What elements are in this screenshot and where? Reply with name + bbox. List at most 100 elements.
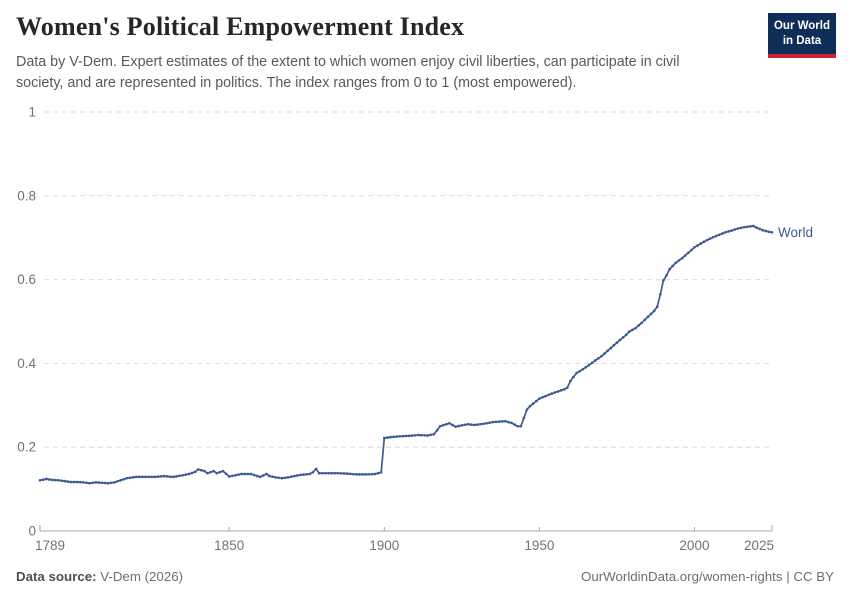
series-point [187,472,191,476]
series-point [575,371,578,375]
series-point [401,434,405,438]
series-point [196,468,200,471]
series-point [243,472,247,476]
series-point [277,476,281,480]
series-line-world [39,225,773,485]
series-point [752,224,755,228]
series-point [488,421,492,425]
y-axis-tick-label: 0.2 [17,440,36,455]
series-point [57,478,60,482]
series-point [100,481,104,485]
series-point [206,471,209,475]
series-point [82,481,85,484]
y-axis-tick-label: 0.6 [17,272,36,287]
series-point [51,478,54,482]
series-point [147,475,150,479]
chart-subtitle: Data by V-Dem. Expert estimates of the e… [16,52,736,93]
series-point [379,470,383,474]
series-point [510,421,513,425]
series-point [364,473,368,476]
series-point [677,259,681,262]
series-point [249,472,253,476]
series-point [137,475,141,479]
series-point [544,394,547,398]
series-point [265,472,268,476]
series-point [603,352,606,355]
series-point [175,475,178,478]
series-point [75,480,79,484]
series-point [565,386,569,390]
series-point [389,435,392,439]
owid-logo-line2: in Data [782,34,822,47]
series-point [286,476,290,479]
series-point [392,435,395,439]
series-point [345,472,349,475]
series-point [742,225,746,229]
series-point [494,420,498,424]
series-point [658,292,662,296]
series-point [426,434,430,437]
series-point [662,279,665,282]
series-point [227,475,231,478]
series-point [69,480,73,484]
series-point [764,229,768,233]
data-source: Data source: V-Dem (2026) [16,569,183,584]
series-point [373,472,377,476]
series-point [63,479,67,483]
series-point [441,423,445,427]
owid-logo: Our World in Data [768,13,836,58]
series-point [199,468,203,472]
series-point [165,475,169,478]
series-point [215,471,219,475]
owid-url-link[interactable]: OurWorldinData.org/women-rights | CC BY [581,569,834,584]
series-point [417,433,420,437]
series-point [686,251,690,255]
series-point [503,419,507,423]
series-point [649,312,653,316]
series-point [454,425,457,429]
series-point [621,336,625,339]
series-point [237,473,240,476]
series-point [755,226,758,229]
series-point [429,433,433,437]
series-point [292,474,296,478]
series-point [221,469,225,473]
series-point [513,423,516,426]
series-point [432,432,436,436]
series-point [705,238,709,242]
series-point [280,476,284,480]
series-point [355,473,358,476]
series-point [144,475,147,479]
series-point [770,230,774,234]
series-point [274,476,278,479]
series-point [181,473,185,477]
series-point [168,475,172,479]
series-point [748,225,752,228]
series-point [60,479,64,483]
series-point [438,424,442,428]
series-point [482,422,485,426]
series-point [634,326,637,330]
series-point [150,475,154,479]
series-point [162,474,166,478]
series-point [534,399,538,403]
series-point [153,475,157,479]
series-point [444,422,448,426]
series-point [581,367,585,371]
chart-subtitle-line1: Data by V-Dem. Expert estimates of the e… [16,54,680,70]
series-point [91,481,95,485]
series-point [531,402,535,405]
series-point [320,471,324,475]
series-point [606,349,609,353]
series-point [125,476,129,480]
series-point [141,475,144,479]
x-axis-tick-label: 2000 [679,538,709,553]
series-point [113,481,116,484]
series-point [131,476,135,479]
series-point [333,471,337,475]
series-point [724,230,727,234]
series-point [640,321,644,325]
series-point [587,363,591,367]
series-point [404,434,408,438]
